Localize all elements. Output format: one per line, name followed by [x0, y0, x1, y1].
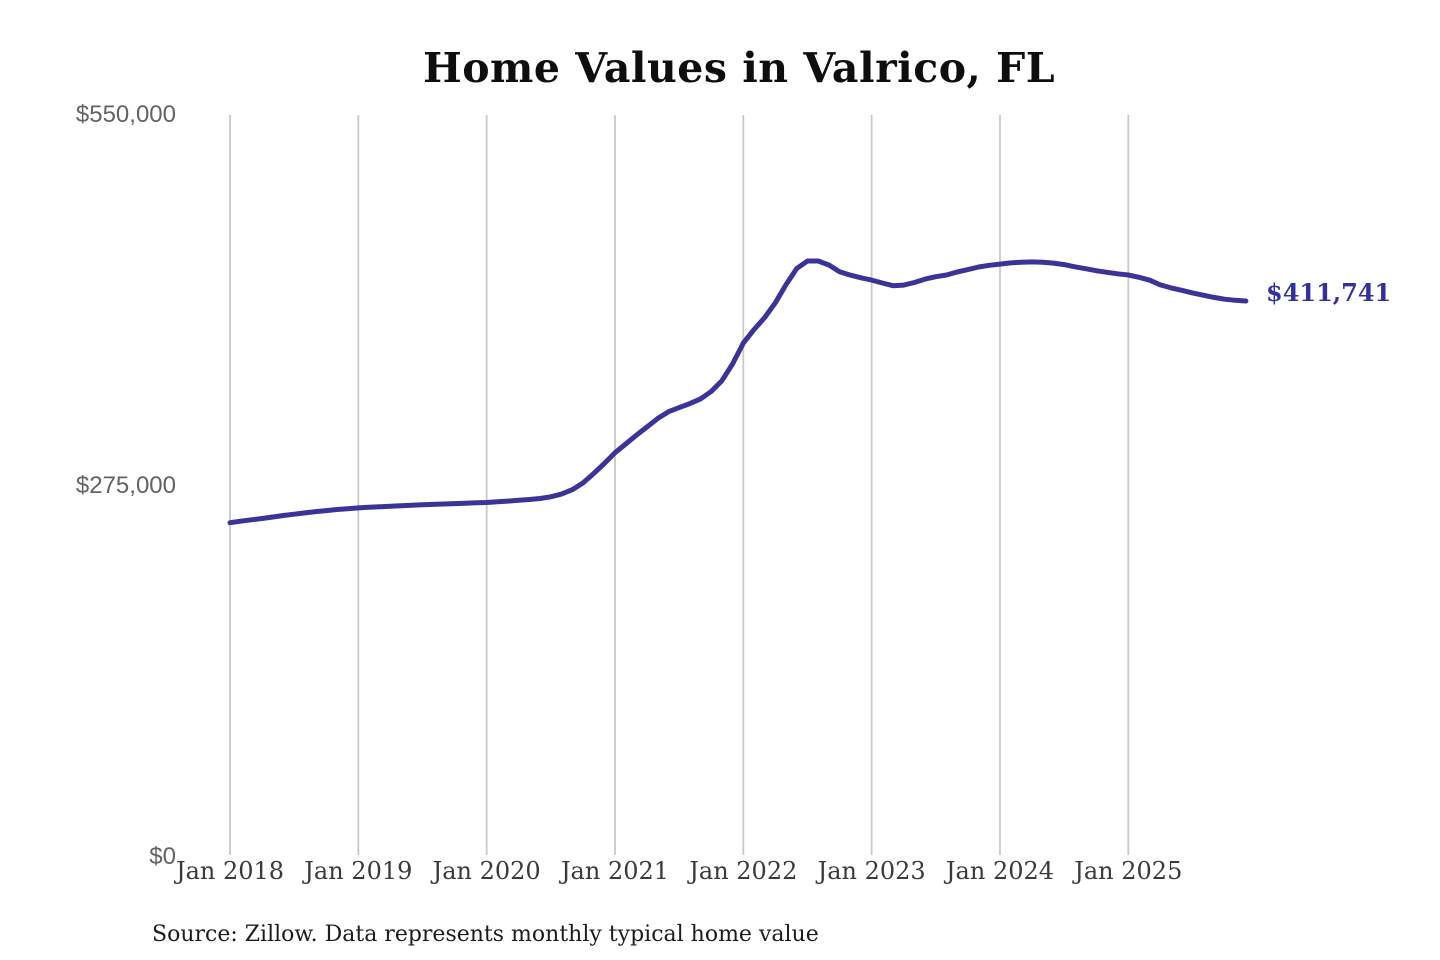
- y-axis-tick-0: $0: [149, 843, 176, 870]
- x-axis-tick-jan-2018: Jan 2018: [175, 857, 285, 885]
- x-axis-tick-jan-2020: Jan 2020: [432, 857, 541, 885]
- x-axis-tick-jan-2022: Jan 2022: [689, 857, 798, 885]
- x-axis-tick-jan-2025: Jan 2025: [1074, 857, 1183, 885]
- source-note: Source: Zillow. Data represents monthly …: [152, 922, 819, 947]
- x-axis-tick-jan-2021: Jan 2021: [560, 857, 670, 885]
- x-axis-tick-jan-2019: Jan 2019: [304, 857, 413, 885]
- home-value-line: [227, 258, 1249, 526]
- x-axis-tick-jan-2023: Jan 2023: [817, 857, 926, 885]
- x-axis-tick-jan-2024: Jan 2024: [945, 857, 1055, 885]
- gridlines: [229, 115, 1130, 855]
- latest-value-label: $411,741: [1266, 278, 1392, 307]
- y-axis-tick-550000: $550,000: [75, 101, 176, 128]
- chart-title: Home Values in Valrico, FL: [422, 44, 1056, 92]
- y-axis-tick-275000: $275,000: [75, 472, 176, 499]
